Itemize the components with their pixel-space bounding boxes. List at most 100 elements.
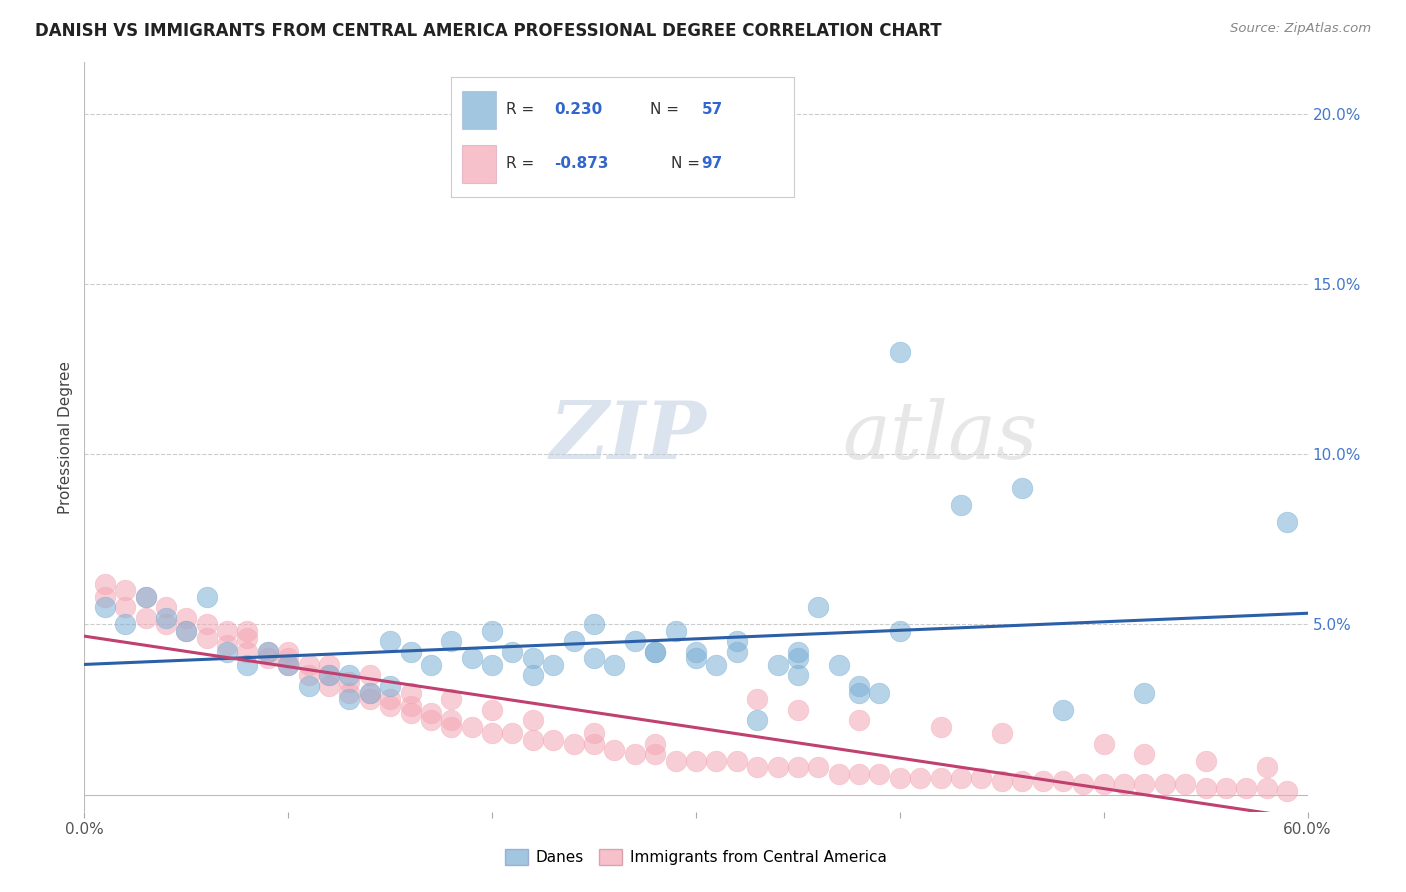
- Point: [399, 699, 422, 714]
- Point: [522, 733, 544, 747]
- Point: [359, 685, 381, 699]
- Point: [135, 590, 157, 604]
- Point: [298, 658, 321, 673]
- Point: [624, 634, 647, 648]
- Point: [1195, 780, 1218, 795]
- Point: [583, 617, 606, 632]
- Point: [603, 658, 626, 673]
- Point: [522, 713, 544, 727]
- Point: [1092, 737, 1115, 751]
- Point: [685, 651, 707, 665]
- Point: [848, 679, 870, 693]
- Point: [665, 754, 688, 768]
- Point: [583, 726, 606, 740]
- Point: [747, 713, 769, 727]
- Point: [787, 668, 810, 682]
- Legend: Danes, Immigrants from Central America: Danes, Immigrants from Central America: [499, 843, 893, 871]
- Point: [1133, 685, 1156, 699]
- Point: [889, 624, 911, 639]
- Point: [481, 658, 503, 673]
- Point: [481, 726, 503, 740]
- Point: [991, 774, 1014, 789]
- Point: [277, 651, 299, 665]
- Point: [787, 651, 810, 665]
- Point: [583, 651, 606, 665]
- Point: [380, 679, 402, 693]
- Point: [298, 668, 321, 682]
- Point: [685, 754, 707, 768]
- Point: [174, 624, 197, 639]
- Point: [889, 771, 911, 785]
- Point: [1114, 777, 1136, 791]
- Point: [135, 610, 157, 624]
- Point: [522, 651, 544, 665]
- Point: [339, 668, 361, 682]
- Point: [155, 610, 177, 624]
- Point: [1154, 777, 1177, 791]
- Point: [1174, 777, 1197, 791]
- Point: [848, 713, 870, 727]
- Point: [869, 767, 891, 781]
- Point: [502, 726, 524, 740]
- Point: [624, 747, 647, 761]
- Point: [359, 692, 381, 706]
- Point: [135, 590, 157, 604]
- Point: [236, 645, 259, 659]
- Point: [1256, 760, 1278, 774]
- Point: [1032, 774, 1054, 789]
- Point: [1011, 481, 1033, 495]
- Point: [318, 679, 340, 693]
- Point: [766, 760, 789, 774]
- Point: [481, 702, 503, 716]
- Point: [93, 600, 115, 615]
- Point: [93, 590, 115, 604]
- Point: [277, 645, 299, 659]
- Text: atlas: atlas: [842, 399, 1038, 475]
- Point: [910, 771, 932, 785]
- Point: [257, 645, 280, 659]
- Point: [562, 634, 585, 648]
- Point: [1052, 774, 1074, 789]
- Point: [869, 685, 891, 699]
- Point: [236, 631, 259, 645]
- Point: [665, 624, 688, 639]
- Y-axis label: Professional Degree: Professional Degree: [58, 360, 73, 514]
- Point: [807, 760, 830, 774]
- Point: [174, 624, 197, 639]
- Point: [217, 638, 239, 652]
- Point: [889, 345, 911, 359]
- Point: [318, 668, 340, 682]
- Point: [950, 771, 973, 785]
- Point: [440, 713, 463, 727]
- Point: [339, 685, 361, 699]
- Point: [1236, 780, 1258, 795]
- Point: [725, 754, 748, 768]
- Point: [399, 685, 422, 699]
- Point: [217, 645, 239, 659]
- Point: [420, 713, 443, 727]
- Point: [420, 658, 443, 673]
- Point: [747, 692, 769, 706]
- Point: [929, 720, 952, 734]
- Point: [848, 767, 870, 781]
- Point: [787, 760, 810, 774]
- Point: [1277, 515, 1299, 529]
- Point: [787, 645, 810, 659]
- Point: [399, 645, 422, 659]
- Point: [195, 631, 218, 645]
- Text: Source: ZipAtlas.com: Source: ZipAtlas.com: [1230, 22, 1371, 36]
- Point: [298, 679, 321, 693]
- Point: [359, 668, 381, 682]
- Point: [1011, 774, 1033, 789]
- Point: [603, 743, 626, 757]
- Point: [257, 651, 280, 665]
- Point: [461, 651, 484, 665]
- Point: [380, 699, 402, 714]
- Point: [318, 658, 340, 673]
- Point: [339, 692, 361, 706]
- Point: [991, 726, 1014, 740]
- Point: [380, 634, 402, 648]
- Point: [114, 600, 136, 615]
- Point: [828, 658, 851, 673]
- Point: [583, 737, 606, 751]
